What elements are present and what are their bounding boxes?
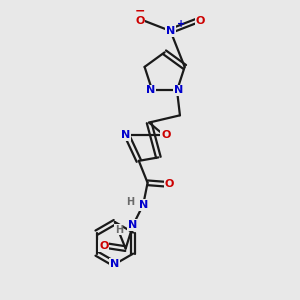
- Text: N: N: [121, 130, 130, 140]
- Text: O: O: [196, 16, 205, 26]
- Text: H: H: [115, 225, 123, 235]
- Text: +: +: [177, 19, 185, 29]
- Text: O: O: [165, 179, 174, 189]
- Text: N: N: [110, 259, 119, 269]
- Text: O: O: [135, 16, 144, 26]
- Text: O: O: [161, 130, 170, 140]
- Text: N: N: [166, 26, 175, 36]
- Text: O: O: [99, 241, 108, 251]
- Text: N: N: [128, 220, 138, 230]
- Text: N: N: [139, 200, 148, 210]
- Text: N: N: [174, 85, 183, 95]
- Text: N: N: [146, 85, 155, 95]
- Text: −: −: [134, 4, 145, 17]
- Text: H: H: [126, 197, 134, 207]
